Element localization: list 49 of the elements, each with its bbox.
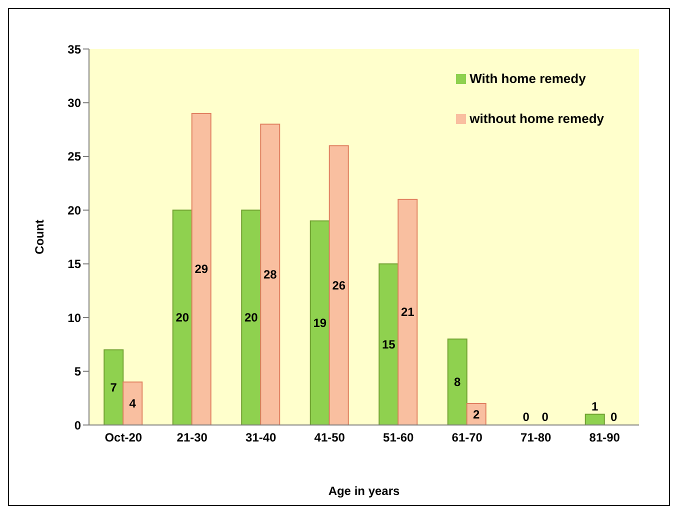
data-label: 19 bbox=[313, 316, 327, 330]
data-label: 15 bbox=[382, 337, 396, 352]
bar bbox=[328, 145, 349, 425]
bar bbox=[191, 112, 212, 425]
data-label: 0 bbox=[542, 410, 549, 424]
x-tick-label: 41-50 bbox=[314, 430, 346, 445]
y-tick-label: 25 bbox=[68, 150, 82, 164]
bar bbox=[378, 263, 399, 425]
bar bbox=[172, 210, 192, 425]
data-label: 7 bbox=[110, 380, 118, 394]
y-tick-label: 35 bbox=[68, 42, 82, 56]
data-label: 29 bbox=[194, 262, 208, 276]
y-tick-label: 10 bbox=[68, 310, 82, 325]
data-label: 8 bbox=[454, 375, 462, 390]
bar bbox=[447, 338, 468, 425]
bar bbox=[260, 124, 280, 425]
data-label: 2 bbox=[473, 407, 480, 422]
data-label: 28 bbox=[263, 268, 278, 282]
y-tick-label: 15 bbox=[68, 257, 82, 272]
x-tick-label: 31-40 bbox=[246, 430, 277, 445]
data-label: 20 bbox=[244, 310, 258, 325]
y-tick-label: 30 bbox=[68, 96, 82, 110]
bar bbox=[122, 382, 143, 425]
data-label: 21 bbox=[400, 305, 415, 320]
data-label: 26 bbox=[332, 278, 346, 292]
x-tick-label: 61-70 bbox=[452, 430, 483, 445]
bar bbox=[241, 210, 262, 425]
bar bbox=[584, 414, 605, 425]
x-tick-label: Oct-20 bbox=[104, 430, 142, 445]
bar bbox=[466, 403, 486, 425]
data-label: 0 bbox=[610, 410, 618, 424]
y-tick-label: 5 bbox=[74, 364, 82, 379]
data-label: 0 bbox=[522, 410, 530, 424]
x-tick-label: 51-60 bbox=[383, 430, 414, 445]
y-axis-title: Count bbox=[32, 220, 46, 254]
x-tick-label: 71-80 bbox=[520, 430, 552, 445]
x-tick-label: 81-90 bbox=[589, 430, 620, 445]
bar bbox=[104, 349, 124, 425]
bar bbox=[310, 220, 330, 425]
data-label: 20 bbox=[176, 310, 190, 325]
legend-label: without home remedy bbox=[470, 111, 604, 126]
x-tick-label: 21-30 bbox=[176, 430, 208, 445]
x-axis-title: Age in years bbox=[328, 484, 400, 498]
data-label: 4 bbox=[129, 396, 136, 411]
data-label: 1 bbox=[592, 399, 599, 414]
legend-label: With home remedy bbox=[470, 71, 586, 86]
y-tick-label: 20 bbox=[68, 203, 82, 218]
y-tick-label: 0 bbox=[74, 418, 82, 432]
bar bbox=[398, 198, 418, 425]
